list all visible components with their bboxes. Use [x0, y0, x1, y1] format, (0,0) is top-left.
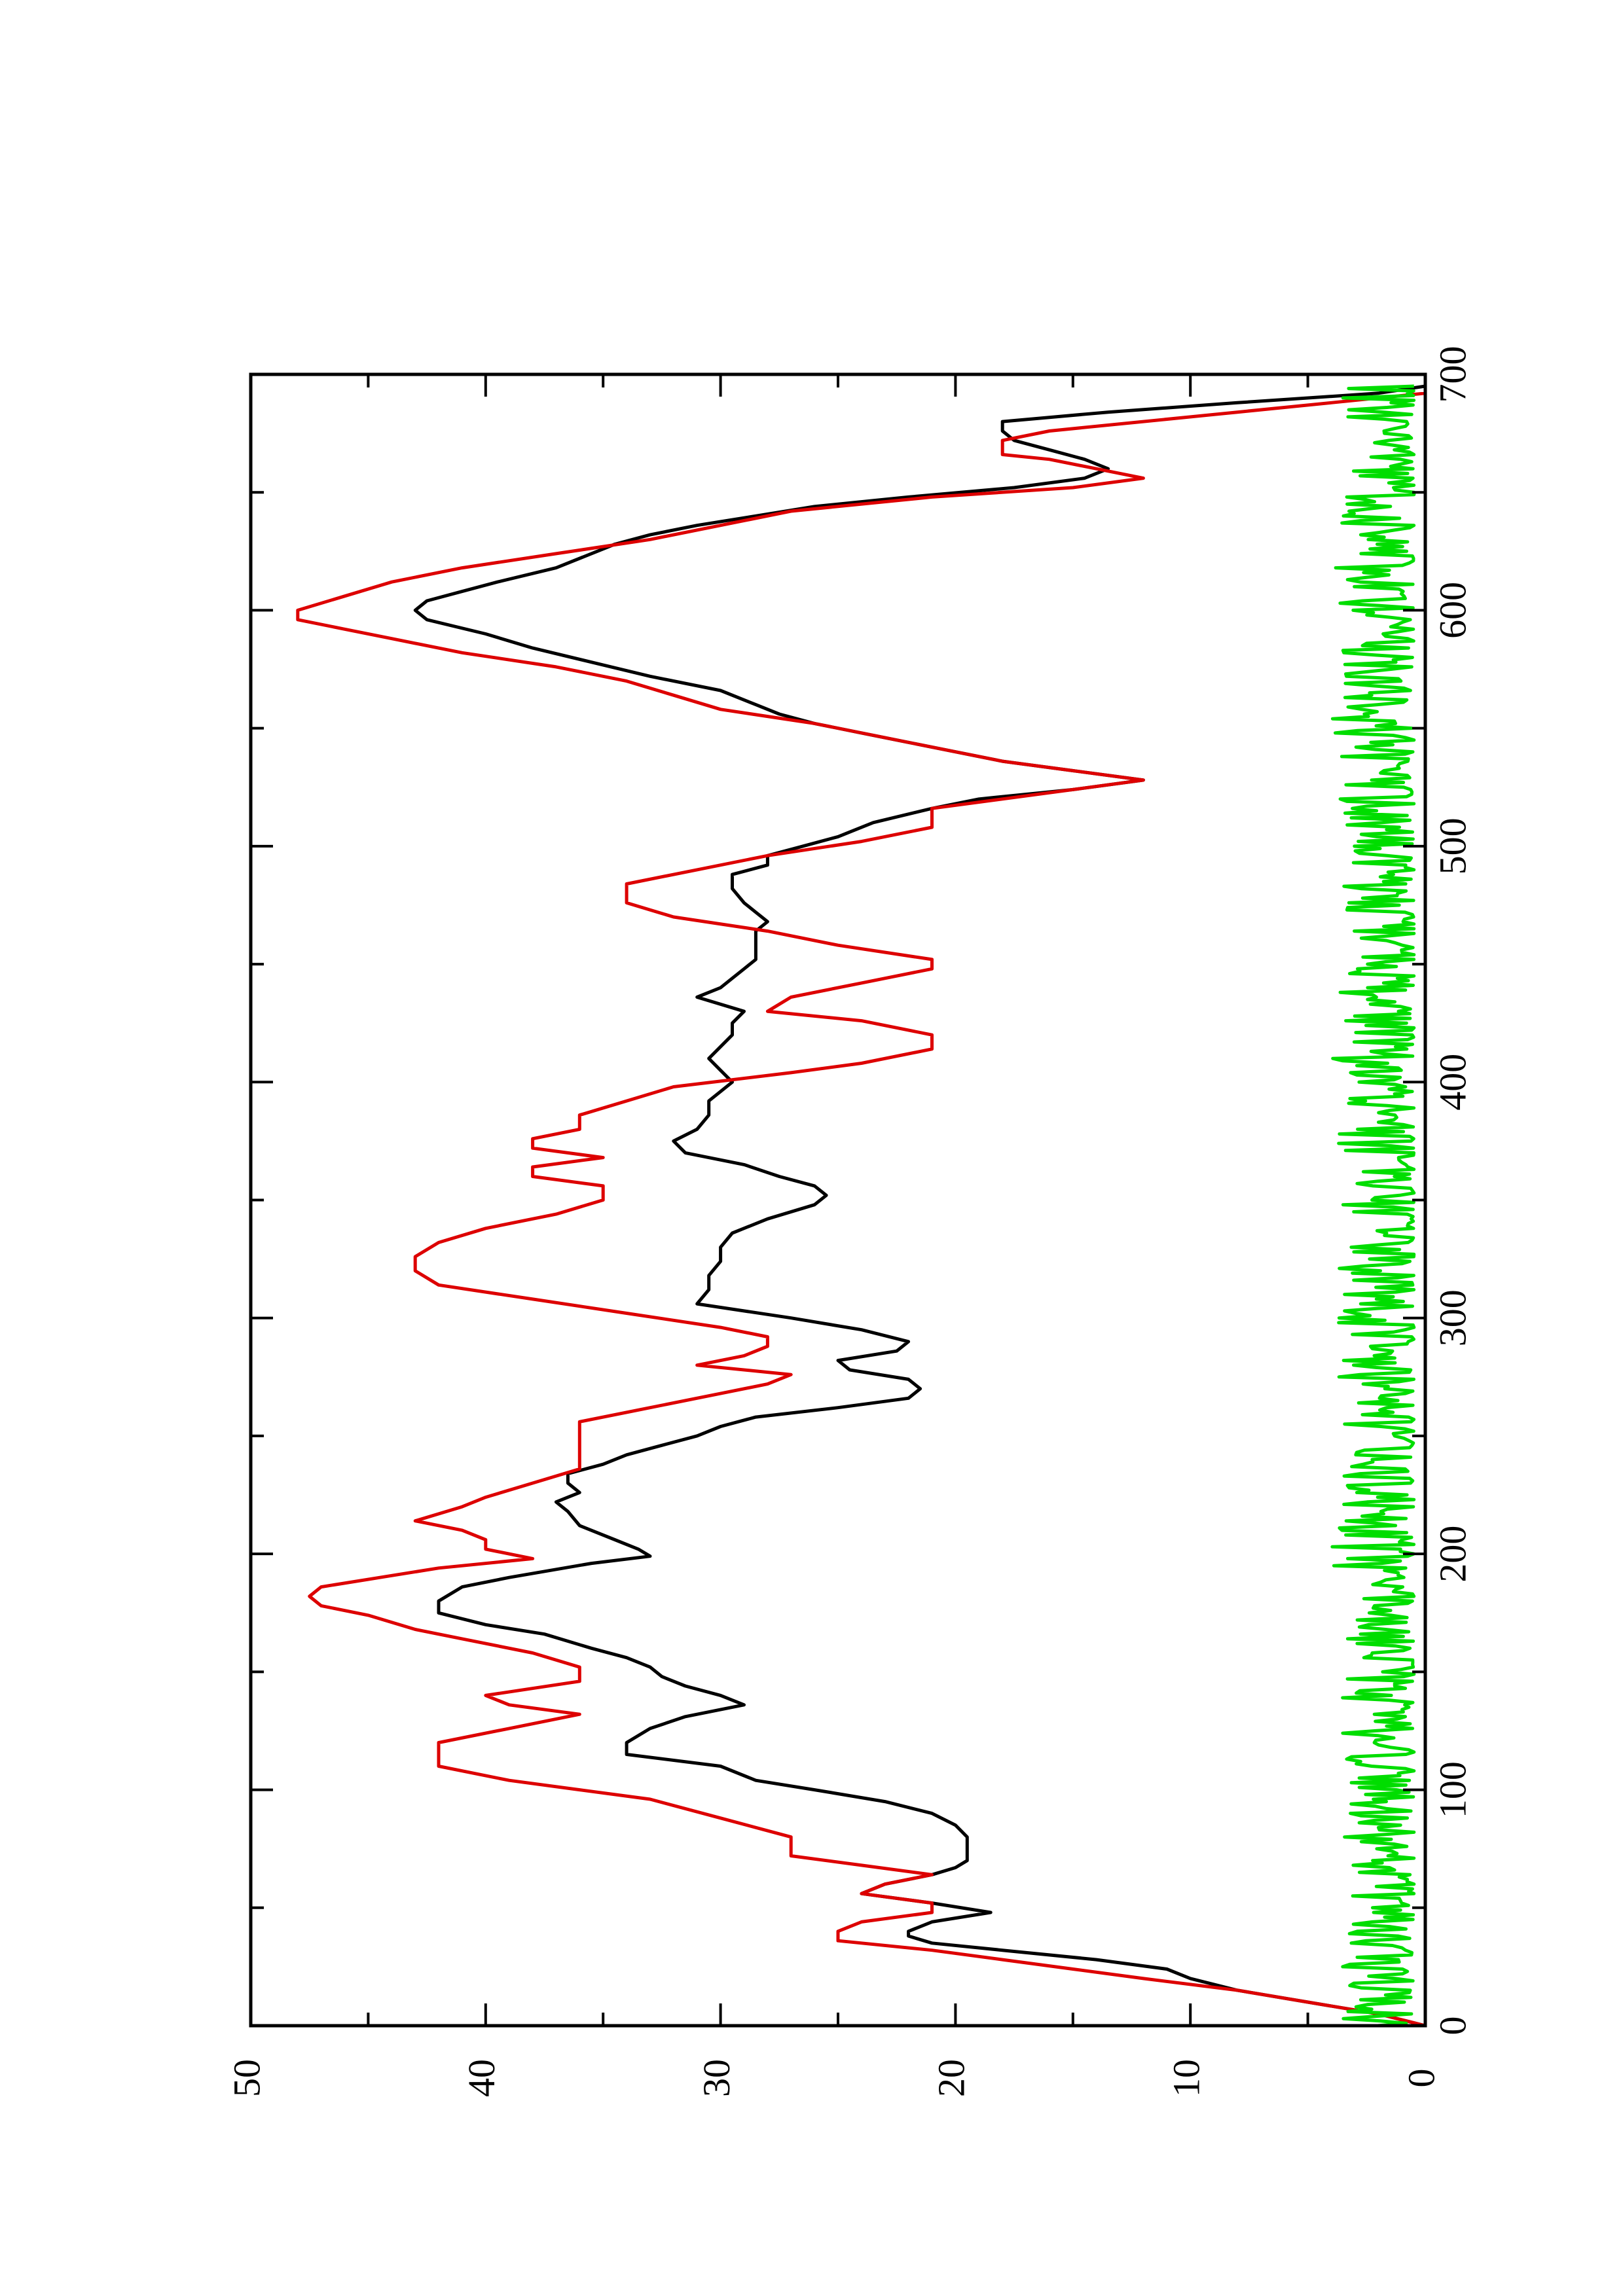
plot-area [296, 374, 1427, 2028]
x-tick-label: 600 [1431, 582, 1474, 639]
series-line-1 [296, 374, 1427, 2028]
x-tick-label: 500 [1431, 817, 1474, 874]
x-tick-label: 400 [1431, 1054, 1474, 1111]
plot-frame [249, 372, 1427, 2028]
x-tick-label: 700 [1431, 346, 1474, 403]
y-tick-label: 0 [1400, 2069, 1442, 2088]
y-tick-label: 10 [1165, 2059, 1208, 2097]
x-tick-label: 0 [1431, 2017, 1474, 2036]
y-tick-label: 20 [930, 2059, 973, 2097]
x-tick-label: 100 [1431, 1761, 1474, 1818]
y-tick-label: 40 [460, 2059, 503, 2097]
axes: 0 100 200 300 400 500 600 700 0 10 20 30 40 50 [225, 346, 1474, 2098]
series-line-2 [1330, 384, 1416, 2028]
series-line-0 [413, 384, 1426, 2028]
x-tick-label: 300 [1431, 1289, 1474, 1346]
x-tick-label: 200 [1431, 1526, 1474, 1583]
y-tick-label: 30 [695, 2059, 738, 2097]
y-tick-label: 50 [225, 2059, 268, 2097]
